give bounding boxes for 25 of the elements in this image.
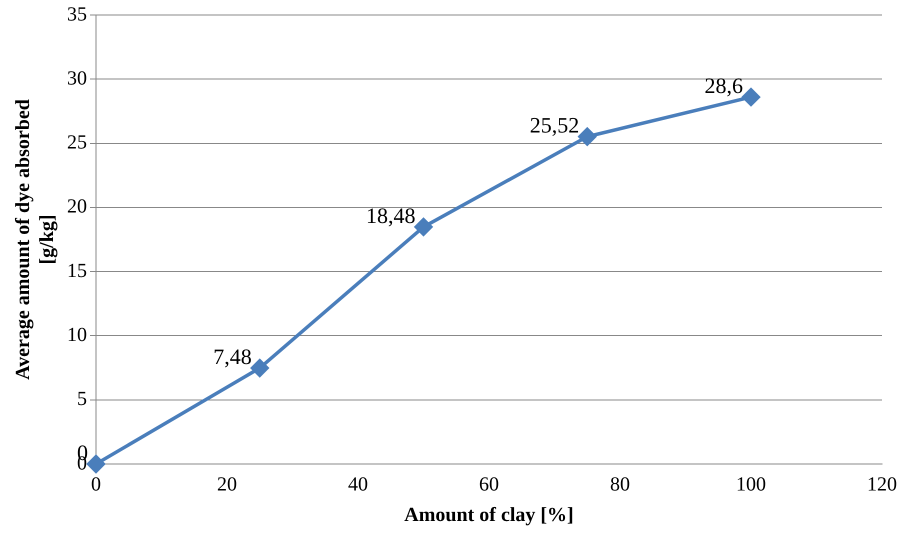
data-label: 25,52 [530, 112, 580, 138]
data-label: 18,48 [366, 202, 416, 228]
y-tick-label: 25 [67, 132, 87, 154]
x-axis-title: Amount of clay [%] [404, 504, 574, 526]
x-tick-label: 100 [736, 473, 766, 496]
y-tick-label: 20 [67, 196, 87, 218]
x-tick-label: 60 [479, 473, 499, 496]
x-tick-label: 120 [867, 473, 897, 496]
point [742, 88, 760, 107]
point [86, 454, 106, 474]
data-label: 28,6 [704, 73, 743, 98]
y-tick-label: 10 [67, 324, 87, 346]
data-label: 7,48 [213, 344, 252, 370]
y-axis-title: Average amount of dye absorbed [g/kg] [12, 99, 58, 380]
y-tick-label: 30 [67, 67, 87, 90]
y-tick-label: 5 [77, 388, 87, 410]
x-tick-label: 0 [91, 473, 101, 496]
point [250, 358, 270, 378]
point [414, 217, 433, 236]
x-tick-label: 20 [217, 473, 237, 496]
x-tick-label: 40 [348, 473, 368, 496]
y-tick-label: 15 [67, 260, 87, 282]
x-tick-label: 80 [610, 473, 630, 496]
y-tick-label: 35 [67, 3, 87, 26]
point [578, 127, 597, 146]
